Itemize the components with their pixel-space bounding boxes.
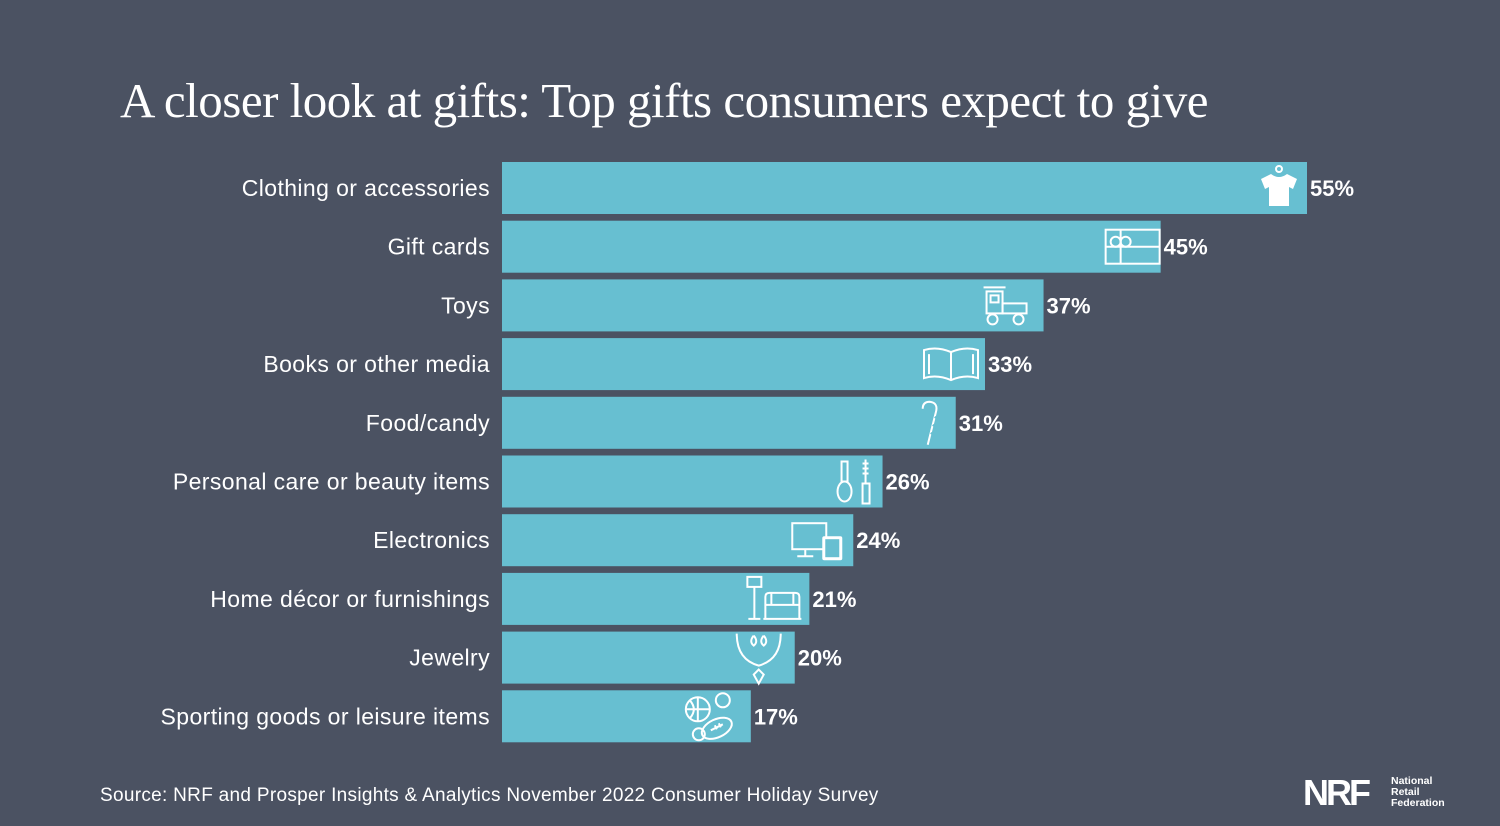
bar — [502, 396, 956, 449]
chart-title: A closer look at gifts: Top gifts consum… — [120, 73, 1209, 128]
category-label: Sporting goods or leisure items — [161, 703, 490, 729]
lamp-armchair-icon — [746, 575, 802, 620]
candy-cane-icon — [921, 400, 940, 446]
value-label: 55% — [1310, 176, 1354, 201]
category-label: Home décor or furnishings — [210, 586, 490, 612]
necklace-icon — [735, 633, 782, 686]
category-label: Gift cards — [388, 234, 490, 260]
bar-chart: Clothing or accessories 55% Gift cards 45% T… — [161, 162, 1354, 743]
value-label: 37% — [1047, 293, 1091, 318]
bar — [502, 162, 1307, 214]
value-label: 33% — [988, 352, 1032, 377]
logo-line: Retail — [1391, 786, 1420, 798]
category-label: Electronics — [373, 527, 490, 553]
shirt-icon — [1261, 165, 1297, 206]
logo-text: National Retail Federation — [1391, 776, 1445, 809]
open-book-icon — [923, 347, 979, 382]
logo-line: Federation — [1391, 797, 1445, 809]
value-label: 24% — [856, 528, 900, 553]
bar — [502, 455, 883, 508]
category-label: Books or other media — [263, 351, 490, 377]
category-label: Clothing or accessories — [242, 175, 490, 201]
bar — [502, 572, 810, 625]
logo-mark: NRF — [1303, 772, 1371, 813]
sports-balls-icon — [684, 692, 733, 742]
bar — [502, 514, 854, 567]
devices-icon — [791, 522, 843, 561]
cosmetics-icon — [836, 459, 871, 505]
value-label: 26% — [886, 470, 930, 495]
toy-train-icon — [983, 286, 1028, 326]
category-label: Jewelry — [409, 645, 490, 671]
bar — [502, 279, 1044, 332]
bar — [502, 690, 751, 743]
category-label: Food/candy — [366, 410, 490, 436]
value-label: 45% — [1164, 235, 1208, 260]
category-label: Toys — [441, 292, 490, 318]
value-label: 21% — [812, 587, 856, 612]
bar — [502, 220, 1161, 273]
bar — [502, 338, 985, 391]
logo-line: National — [1391, 775, 1433, 787]
nrf-logo: NRF National Retail Federation — [1303, 773, 1463, 813]
source-note: Source: NRF and Prosper Insights & Analy… — [100, 785, 879, 806]
value-label: 17% — [754, 704, 798, 729]
value-label: 31% — [959, 411, 1003, 436]
category-label: Personal care or beauty items — [173, 469, 490, 495]
value-label: 20% — [798, 646, 842, 671]
gift-card-icon — [1104, 228, 1161, 265]
